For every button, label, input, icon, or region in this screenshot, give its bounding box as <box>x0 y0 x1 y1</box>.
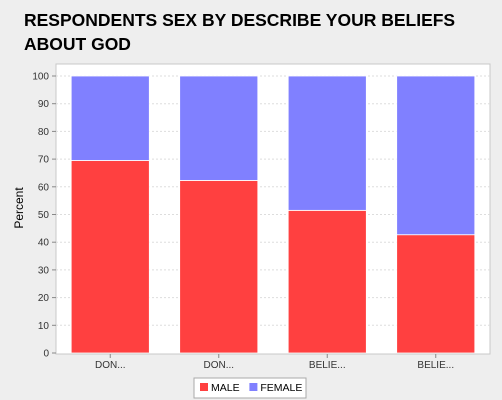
bar-male-3 <box>396 234 476 354</box>
y-tick-label: 30 <box>38 265 50 276</box>
y-tick-label: 50 <box>38 210 50 221</box>
bar-male-2 <box>287 209 367 354</box>
legend-swatch-male <box>200 383 208 391</box>
y-tick-label: 20 <box>38 293 50 304</box>
x-tick-label: DON... <box>203 360 234 371</box>
y-axis-title: Percent <box>12 187 26 229</box>
chart-title: RESPONDENTS SEX BY DESCRIBE YOUR BELIEFS… <box>24 10 456 54</box>
y-tick-label: 0 <box>43 349 49 360</box>
x-tick-label: BELIE... <box>417 360 454 371</box>
legend-swatch-female <box>249 383 258 391</box>
bar-female-0 <box>70 75 150 161</box>
bar-female-1 <box>179 75 259 181</box>
axes: 0 10 20 30 40 50 60 70 80 90 100 DON... DON... BELIE.… <box>32 72 454 372</box>
x-tick-label: BELIE... <box>309 360 346 371</box>
y-tick-label: 10 <box>38 321 50 332</box>
bar-female-3 <box>396 75 476 236</box>
y-tick-label: 90 <box>38 99 50 110</box>
bar-female-2 <box>287 75 367 211</box>
bar-male-0 <box>70 160 150 354</box>
y-tick-label: 80 <box>38 127 50 138</box>
bar-male-1 <box>179 180 259 354</box>
y-tick-label: 40 <box>38 238 50 249</box>
bars <box>70 75 476 354</box>
legend-label-female: FEMALE <box>260 382 302 394</box>
legend-label-male: MALE <box>211 382 240 394</box>
legend: MALE FEMALE <box>200 382 302 394</box>
x-tick-label: DON... <box>95 360 126 371</box>
y-tick-label: 60 <box>38 182 50 193</box>
y-tick-label: 100 <box>32 72 49 83</box>
y-tick-label: 70 <box>38 155 50 166</box>
